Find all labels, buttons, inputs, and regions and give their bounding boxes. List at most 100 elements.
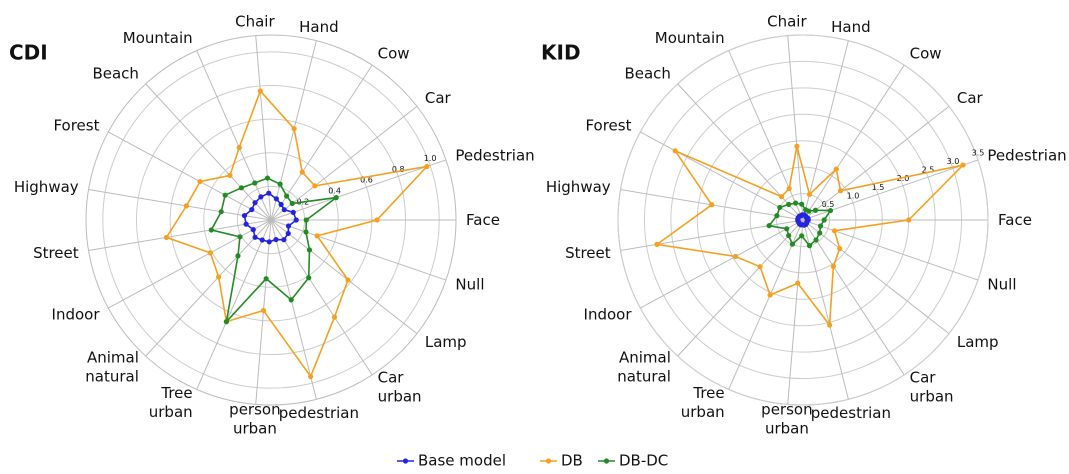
series-point bbox=[789, 241, 795, 247]
spoke bbox=[270, 159, 447, 221]
category-label: Animal natural bbox=[617, 348, 671, 385]
legend-label: DB bbox=[561, 452, 583, 470]
series-point bbox=[906, 217, 912, 223]
series-point bbox=[273, 196, 279, 202]
series-point bbox=[285, 230, 291, 237]
series-point bbox=[654, 241, 660, 247]
series-point bbox=[314, 233, 320, 239]
series-point bbox=[812, 207, 819, 213]
spoke bbox=[802, 40, 849, 221]
series-point bbox=[813, 237, 819, 243]
series-point bbox=[303, 217, 309, 223]
r-tick-label: 1.5 bbox=[872, 183, 885, 192]
series-point bbox=[263, 276, 269, 282]
spoke bbox=[270, 219, 447, 281]
series-line bbox=[165, 89, 430, 379]
series-point bbox=[183, 203, 189, 209]
series-point bbox=[817, 223, 824, 229]
spoke bbox=[802, 64, 905, 221]
spoke bbox=[145, 83, 272, 221]
series-point bbox=[218, 209, 224, 215]
series-point bbox=[207, 250, 213, 256]
series-point bbox=[308, 373, 314, 380]
series-point bbox=[806, 191, 813, 197]
series-point bbox=[784, 226, 790, 232]
spoke bbox=[787, 219, 804, 405]
spoke bbox=[88, 189, 272, 221]
category-label: Tree urban bbox=[149, 384, 193, 421]
series-point bbox=[273, 236, 279, 243]
spoke bbox=[270, 219, 418, 335]
category-label: Car bbox=[425, 88, 452, 106]
series-point bbox=[802, 207, 809, 213]
series-point bbox=[786, 201, 792, 208]
series-point bbox=[299, 169, 305, 175]
chart-title: CDI bbox=[9, 41, 48, 65]
series-point bbox=[257, 88, 263, 94]
category-label: Animal natural bbox=[85, 348, 139, 385]
category-label: Car urban bbox=[910, 368, 954, 405]
series-point bbox=[960, 162, 966, 168]
series-point bbox=[243, 221, 249, 227]
series-point bbox=[837, 188, 844, 194]
category-label: Street bbox=[33, 243, 79, 261]
series-point bbox=[312, 183, 318, 189]
legend-label: DB-DC bbox=[619, 452, 668, 470]
series-point bbox=[288, 297, 294, 303]
series-point bbox=[757, 264, 763, 270]
series-point bbox=[345, 277, 351, 283]
series-point bbox=[778, 194, 785, 200]
series-point bbox=[289, 200, 295, 207]
series-point bbox=[333, 195, 339, 201]
series-point bbox=[236, 145, 242, 151]
spoke bbox=[270, 219, 373, 376]
spoke bbox=[108, 131, 272, 221]
r-tick-label: 2.5 bbox=[922, 166, 935, 175]
spoke bbox=[196, 219, 272, 390]
category-label: Chair bbox=[235, 12, 275, 30]
category-label: Pedestrian bbox=[455, 146, 534, 164]
series-point bbox=[291, 126, 297, 132]
category-label: person urban bbox=[761, 400, 812, 437]
series-point bbox=[281, 207, 287, 213]
category-label: Beach bbox=[624, 64, 670, 82]
series-point bbox=[264, 175, 271, 181]
series-point bbox=[238, 185, 244, 191]
series-point bbox=[732, 253, 739, 260]
series-point bbox=[306, 247, 313, 253]
series-point bbox=[766, 223, 772, 229]
series-point bbox=[794, 143, 800, 149]
spoke bbox=[728, 219, 804, 390]
series-point bbox=[208, 227, 214, 233]
category-label: Hand bbox=[831, 18, 871, 36]
category-label: Forest bbox=[585, 116, 631, 134]
series-point bbox=[831, 228, 838, 234]
spoke bbox=[196, 50, 272, 221]
series-point bbox=[284, 193, 290, 199]
spoke bbox=[677, 83, 804, 221]
spoke bbox=[270, 219, 317, 400]
series-point bbox=[237, 234, 243, 240]
category-label: Face bbox=[998, 211, 1032, 229]
spoke bbox=[620, 219, 804, 251]
series-point bbox=[795, 280, 801, 286]
category-label: Chair bbox=[767, 12, 807, 30]
spoke bbox=[270, 105, 418, 221]
series-point bbox=[223, 319, 230, 325]
series-line bbox=[210, 177, 340, 325]
spoke bbox=[640, 131, 804, 221]
series-point bbox=[830, 263, 836, 270]
series-point bbox=[252, 180, 258, 186]
series-point bbox=[786, 232, 792, 239]
series-point bbox=[277, 181, 283, 187]
series-point bbox=[252, 200, 258, 206]
r-tick-label: 0.8 bbox=[392, 165, 405, 174]
series-point bbox=[786, 185, 792, 192]
series-point bbox=[767, 292, 773, 298]
series-point bbox=[672, 148, 678, 154]
series-point bbox=[821, 217, 827, 223]
series-point bbox=[837, 245, 843, 252]
category-label: Pedestrian bbox=[987, 146, 1066, 164]
category-label: Car bbox=[957, 88, 984, 106]
